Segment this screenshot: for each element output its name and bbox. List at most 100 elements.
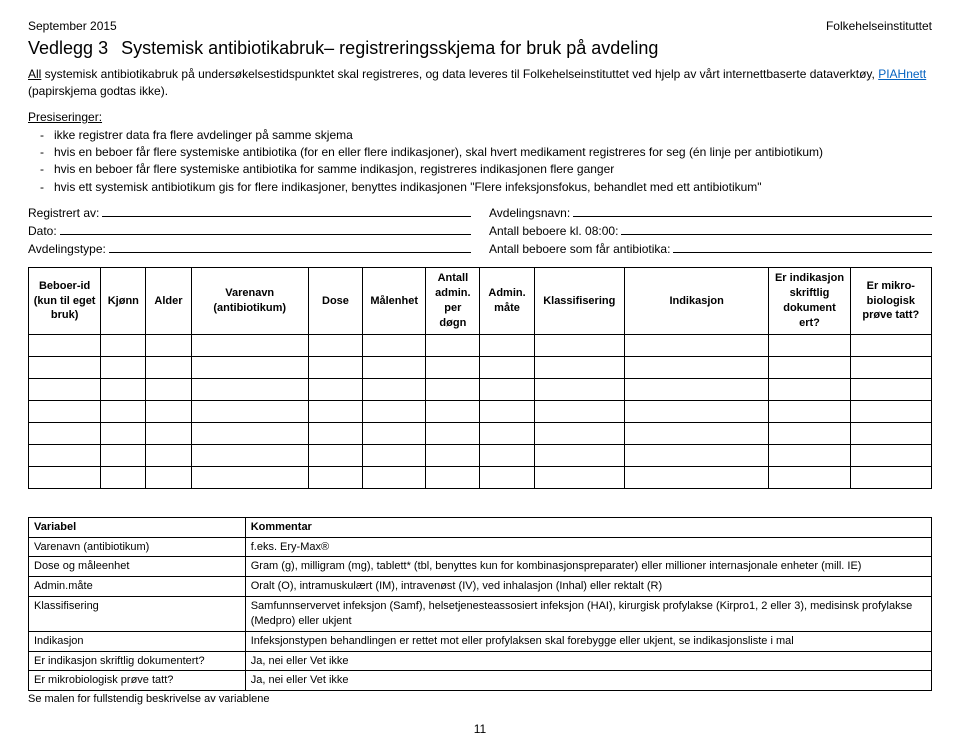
- table-cell[interactable]: [146, 334, 191, 356]
- table-cell[interactable]: [769, 400, 850, 422]
- table-cell[interactable]: [101, 444, 146, 466]
- table-cell[interactable]: [426, 400, 480, 422]
- table-cell[interactable]: [624, 466, 768, 488]
- table-cell[interactable]: [850, 400, 931, 422]
- table-cell[interactable]: [146, 400, 191, 422]
- table-cell[interactable]: [308, 334, 362, 356]
- table-cell[interactable]: [624, 334, 768, 356]
- table-row: Er indikasjon skriftlig dokumentert?Ja, …: [29, 651, 932, 671]
- table-cell[interactable]: [534, 378, 624, 400]
- piahnett-link[interactable]: PIAHnett: [878, 67, 926, 81]
- table-cell[interactable]: [101, 466, 146, 488]
- table-cell[interactable]: [624, 444, 768, 466]
- table-cell[interactable]: [191, 356, 308, 378]
- residents-antibiotics-line[interactable]: [673, 241, 932, 253]
- table-cell[interactable]: [850, 466, 931, 488]
- table-cell[interactable]: [426, 444, 480, 466]
- table-cell[interactable]: [191, 444, 308, 466]
- table-cell[interactable]: [426, 422, 480, 444]
- list-item: ikke registrer data fra flere avdelinger…: [54, 127, 932, 143]
- table-cell[interactable]: [29, 334, 101, 356]
- registered-by-line[interactable]: [102, 205, 471, 217]
- table-cell[interactable]: [191, 400, 308, 422]
- residents-0800-line[interactable]: [621, 223, 932, 235]
- column-header: Antall admin. per døgn: [426, 268, 480, 334]
- table-cell[interactable]: [101, 356, 146, 378]
- date-line[interactable]: [60, 223, 471, 235]
- table-cell[interactable]: [363, 356, 426, 378]
- table-cell[interactable]: [624, 422, 768, 444]
- table-cell[interactable]: [29, 378, 101, 400]
- table-cell[interactable]: [426, 466, 480, 488]
- table-cell[interactable]: [850, 334, 931, 356]
- table-cell[interactable]: [480, 422, 534, 444]
- table-cell[interactable]: [426, 378, 480, 400]
- table-cell[interactable]: [480, 378, 534, 400]
- table-cell[interactable]: [624, 400, 768, 422]
- table-cell[interactable]: [769, 422, 850, 444]
- department-name-line[interactable]: [573, 205, 932, 217]
- table-cell[interactable]: [534, 334, 624, 356]
- table-cell[interactable]: [534, 356, 624, 378]
- table-cell[interactable]: [769, 444, 850, 466]
- table-cell[interactable]: [146, 356, 191, 378]
- table-cell[interactable]: [426, 334, 480, 356]
- table-cell[interactable]: [363, 444, 426, 466]
- table-cell[interactable]: [480, 356, 534, 378]
- table-cell[interactable]: [769, 466, 850, 488]
- table-cell[interactable]: [534, 466, 624, 488]
- column-header: Variabel: [29, 517, 246, 537]
- table-cell[interactable]: [363, 422, 426, 444]
- table-cell[interactable]: [426, 356, 480, 378]
- table-cell[interactable]: [146, 466, 191, 488]
- table-cell[interactable]: [769, 378, 850, 400]
- column-header: Alder: [146, 268, 191, 334]
- table-cell[interactable]: [101, 422, 146, 444]
- column-header: Beboer-id (kun til eget bruk): [29, 268, 101, 334]
- page-title: Vedlegg 3 Systemisk antibiotikabruk– reg…: [28, 36, 932, 60]
- department-type-line[interactable]: [109, 241, 471, 253]
- table-cell[interactable]: [308, 356, 362, 378]
- table-cell[interactable]: [146, 444, 191, 466]
- table-cell[interactable]: [101, 334, 146, 356]
- table-cell[interactable]: [534, 400, 624, 422]
- table-cell[interactable]: [191, 334, 308, 356]
- table-cell[interactable]: [850, 422, 931, 444]
- table-cell[interactable]: [534, 444, 624, 466]
- table-cell[interactable]: [850, 378, 931, 400]
- table-cell[interactable]: [363, 334, 426, 356]
- table-cell[interactable]: [146, 422, 191, 444]
- table-cell[interactable]: [308, 378, 362, 400]
- table-cell[interactable]: [29, 444, 101, 466]
- table-cell[interactable]: [363, 400, 426, 422]
- table-cell[interactable]: [769, 356, 850, 378]
- table-cell[interactable]: [624, 378, 768, 400]
- table-cell[interactable]: [534, 422, 624, 444]
- table-cell[interactable]: [308, 444, 362, 466]
- table-cell[interactable]: [624, 356, 768, 378]
- list-item: hvis en beboer får flere systemiske anti…: [54, 161, 932, 177]
- table-cell[interactable]: [191, 378, 308, 400]
- table-cell[interactable]: [308, 400, 362, 422]
- table-cell[interactable]: [480, 334, 534, 356]
- table-cell[interactable]: [480, 400, 534, 422]
- table-cell[interactable]: [850, 356, 931, 378]
- table-cell[interactable]: [101, 378, 146, 400]
- table-cell[interactable]: [29, 466, 101, 488]
- table-cell[interactable]: [308, 466, 362, 488]
- table-cell[interactable]: [850, 444, 931, 466]
- table-cell[interactable]: [146, 378, 191, 400]
- table-cell[interactable]: [191, 422, 308, 444]
- table-cell[interactable]: [480, 444, 534, 466]
- table-cell[interactable]: [480, 466, 534, 488]
- table-cell[interactable]: [308, 422, 362, 444]
- table-cell[interactable]: [363, 378, 426, 400]
- table-cell[interactable]: [101, 400, 146, 422]
- table-cell[interactable]: [29, 356, 101, 378]
- table-cell[interactable]: [363, 466, 426, 488]
- table-cell[interactable]: [191, 466, 308, 488]
- table-cell[interactable]: [769, 334, 850, 356]
- title-rest: Systemisk antibiotikabruk– registrerings…: [121, 38, 658, 58]
- table-cell[interactable]: [29, 422, 101, 444]
- table-cell[interactable]: [29, 400, 101, 422]
